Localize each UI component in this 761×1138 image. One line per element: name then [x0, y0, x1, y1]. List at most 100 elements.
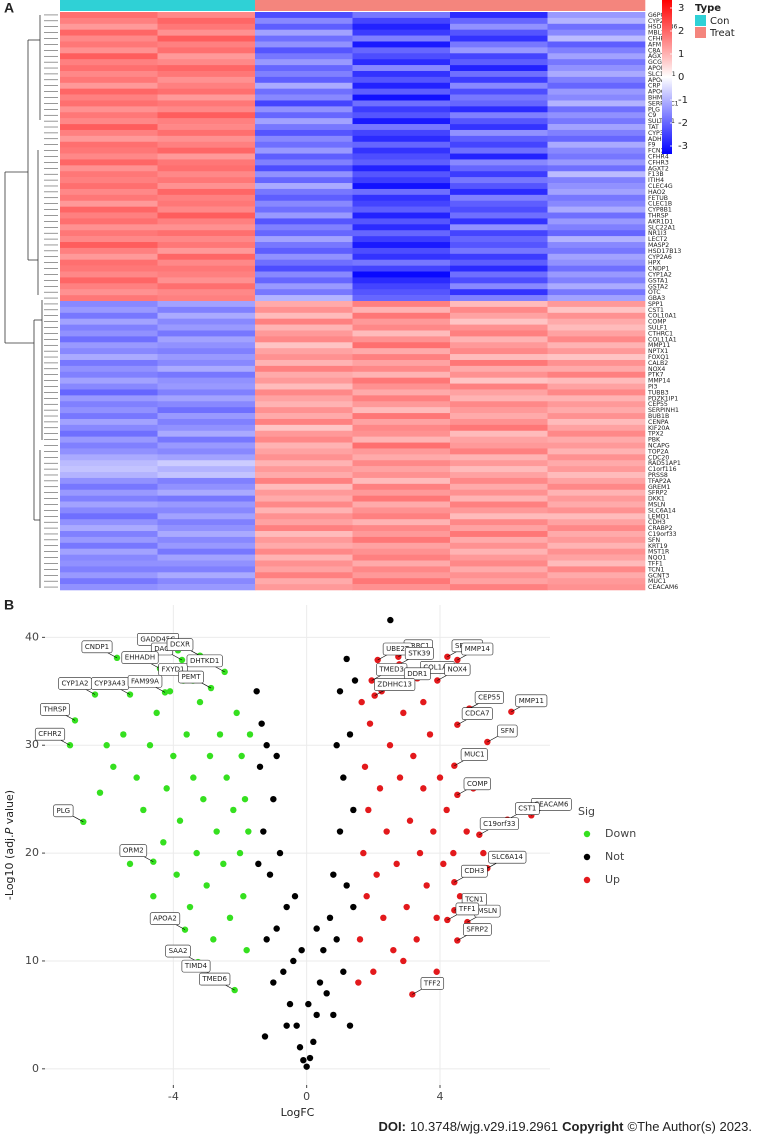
heatmap-cell: [450, 253, 548, 261]
point: [403, 903, 410, 911]
heatmap-cell: [352, 206, 451, 213]
point: [356, 936, 364, 943]
heatmap-cell: [352, 495, 451, 502]
heatmap-cell: [547, 312, 646, 319]
gene-label: TCN1: [647, 566, 664, 573]
heatmap-cell: [60, 365, 158, 373]
point: [290, 957, 297, 965]
heatmap-cell: [547, 536, 646, 544]
heatmap-cell: [255, 448, 353, 455]
heatmap-cell: [547, 277, 646, 284]
heatmap-cell: [352, 129, 451, 137]
panel-label: A: [4, 0, 14, 16]
label-box: [444, 663, 471, 676]
heatmap-cell: [450, 359, 548, 367]
point: [103, 742, 110, 749]
heatmap-cell: [450, 177, 548, 184]
heatmap-cell: [60, 418, 158, 426]
heatmap-cell: [60, 501, 158, 508]
point: [376, 785, 384, 792]
heatmap-cell: [255, 472, 353, 479]
gene-label: G6PC: [648, 12, 665, 19]
heatmap-cell: [547, 554, 646, 561]
heatmap-cell: [60, 312, 158, 319]
heatmap-cell: [547, 271, 646, 278]
point: [283, 903, 290, 911]
point-label: TMED6: [201, 975, 227, 983]
point-label: UBE2T: [386, 645, 410, 653]
heatmap-cell: [60, 301, 158, 308]
heatmap-cell: [450, 389, 548, 396]
point: [508, 708, 515, 715]
heatmap-cell: [352, 318, 451, 325]
heatmap-cell: [352, 525, 451, 532]
gene-label: DKK1: [648, 496, 665, 503]
heatmap-cell: [60, 88, 158, 95]
point: [153, 709, 160, 717]
heatmap-cell: [352, 371, 451, 378]
heatmap-cell: [450, 41, 548, 48]
point-label: MMP11: [519, 697, 544, 705]
heatmap-cell: [255, 489, 353, 496]
heatmap-cell: [547, 430, 646, 437]
heatmap-cell: [60, 359, 158, 367]
label-box: [461, 864, 488, 878]
gene-label: ADH4: [648, 136, 666, 143]
heatmap-cell: [547, 59, 646, 66]
point: [358, 698, 365, 706]
gene-label: CYP2A6: [648, 254, 672, 261]
point: [203, 882, 210, 889]
heatmap-cell: [255, 389, 353, 396]
gene-label: HPX: [648, 260, 661, 267]
gene-label: SLC22A1: [648, 224, 676, 231]
heatmap-cell: [60, 377, 158, 384]
point-label: CNDP1: [85, 643, 109, 651]
color-scale-label: 3: [678, 3, 684, 14]
heatmap-cell: [352, 507, 451, 514]
heatmap-cell: [547, 65, 646, 72]
heatmap-cell: [547, 100, 646, 107]
heatmap-cell: [352, 324, 451, 331]
gene-label: F13B: [648, 171, 664, 178]
point: [451, 879, 458, 886]
heatmap-cell: [157, 159, 256, 166]
heatmap-cell: [60, 531, 158, 538]
gene-label: CYP3A4: [648, 130, 672, 137]
color-scale-label: -1: [678, 95, 688, 106]
heatmap-cell: [60, 584, 158, 591]
gene-label: SULT2A1: [648, 118, 675, 125]
heatmap-cell: [547, 301, 646, 308]
heatmap-cell: [255, 247, 353, 255]
heatmap-cell: [255, 460, 353, 467]
heatmap-cell: [450, 59, 548, 66]
gene-label: GREM1: [648, 484, 670, 491]
heatmap-cell: [352, 454, 451, 461]
heatmap-cell: [450, 194, 548, 202]
heatmap-cell: [157, 153, 256, 160]
heatmap-cell: [352, 88, 451, 95]
heatmap-cell: [157, 472, 256, 479]
point: [255, 860, 262, 868]
heatmap-cell: [255, 359, 353, 367]
gene-label: FCN3: [648, 148, 665, 155]
heatmap-cell: [450, 259, 548, 266]
point: [426, 731, 434, 738]
label-box: [463, 777, 491, 791]
gene-label: MMP14: [648, 378, 670, 385]
footer: DOI: 10.3748/wjg.v29.i19.2961 Copyright ©Th…: [378, 1119, 752, 1134]
heatmap-cell: [60, 424, 158, 432]
point: [150, 893, 157, 900]
point: [183, 731, 190, 738]
heatmap-cell: [450, 578, 548, 585]
heatmap-cell: [157, 495, 256, 502]
heatmap-cell: [157, 413, 256, 420]
heatmap-cell: [255, 342, 353, 349]
heatmap-cell: [547, 112, 646, 119]
heatmap-cell: [157, 348, 256, 355]
heatmap-cell: [352, 247, 451, 255]
heatmap-cell: [60, 354, 158, 361]
x-tick-label: -4: [168, 1090, 179, 1103]
heatmap-cell: [60, 271, 158, 278]
legend-label: Not: [605, 850, 625, 863]
heatmap-cell: [60, 29, 158, 36]
